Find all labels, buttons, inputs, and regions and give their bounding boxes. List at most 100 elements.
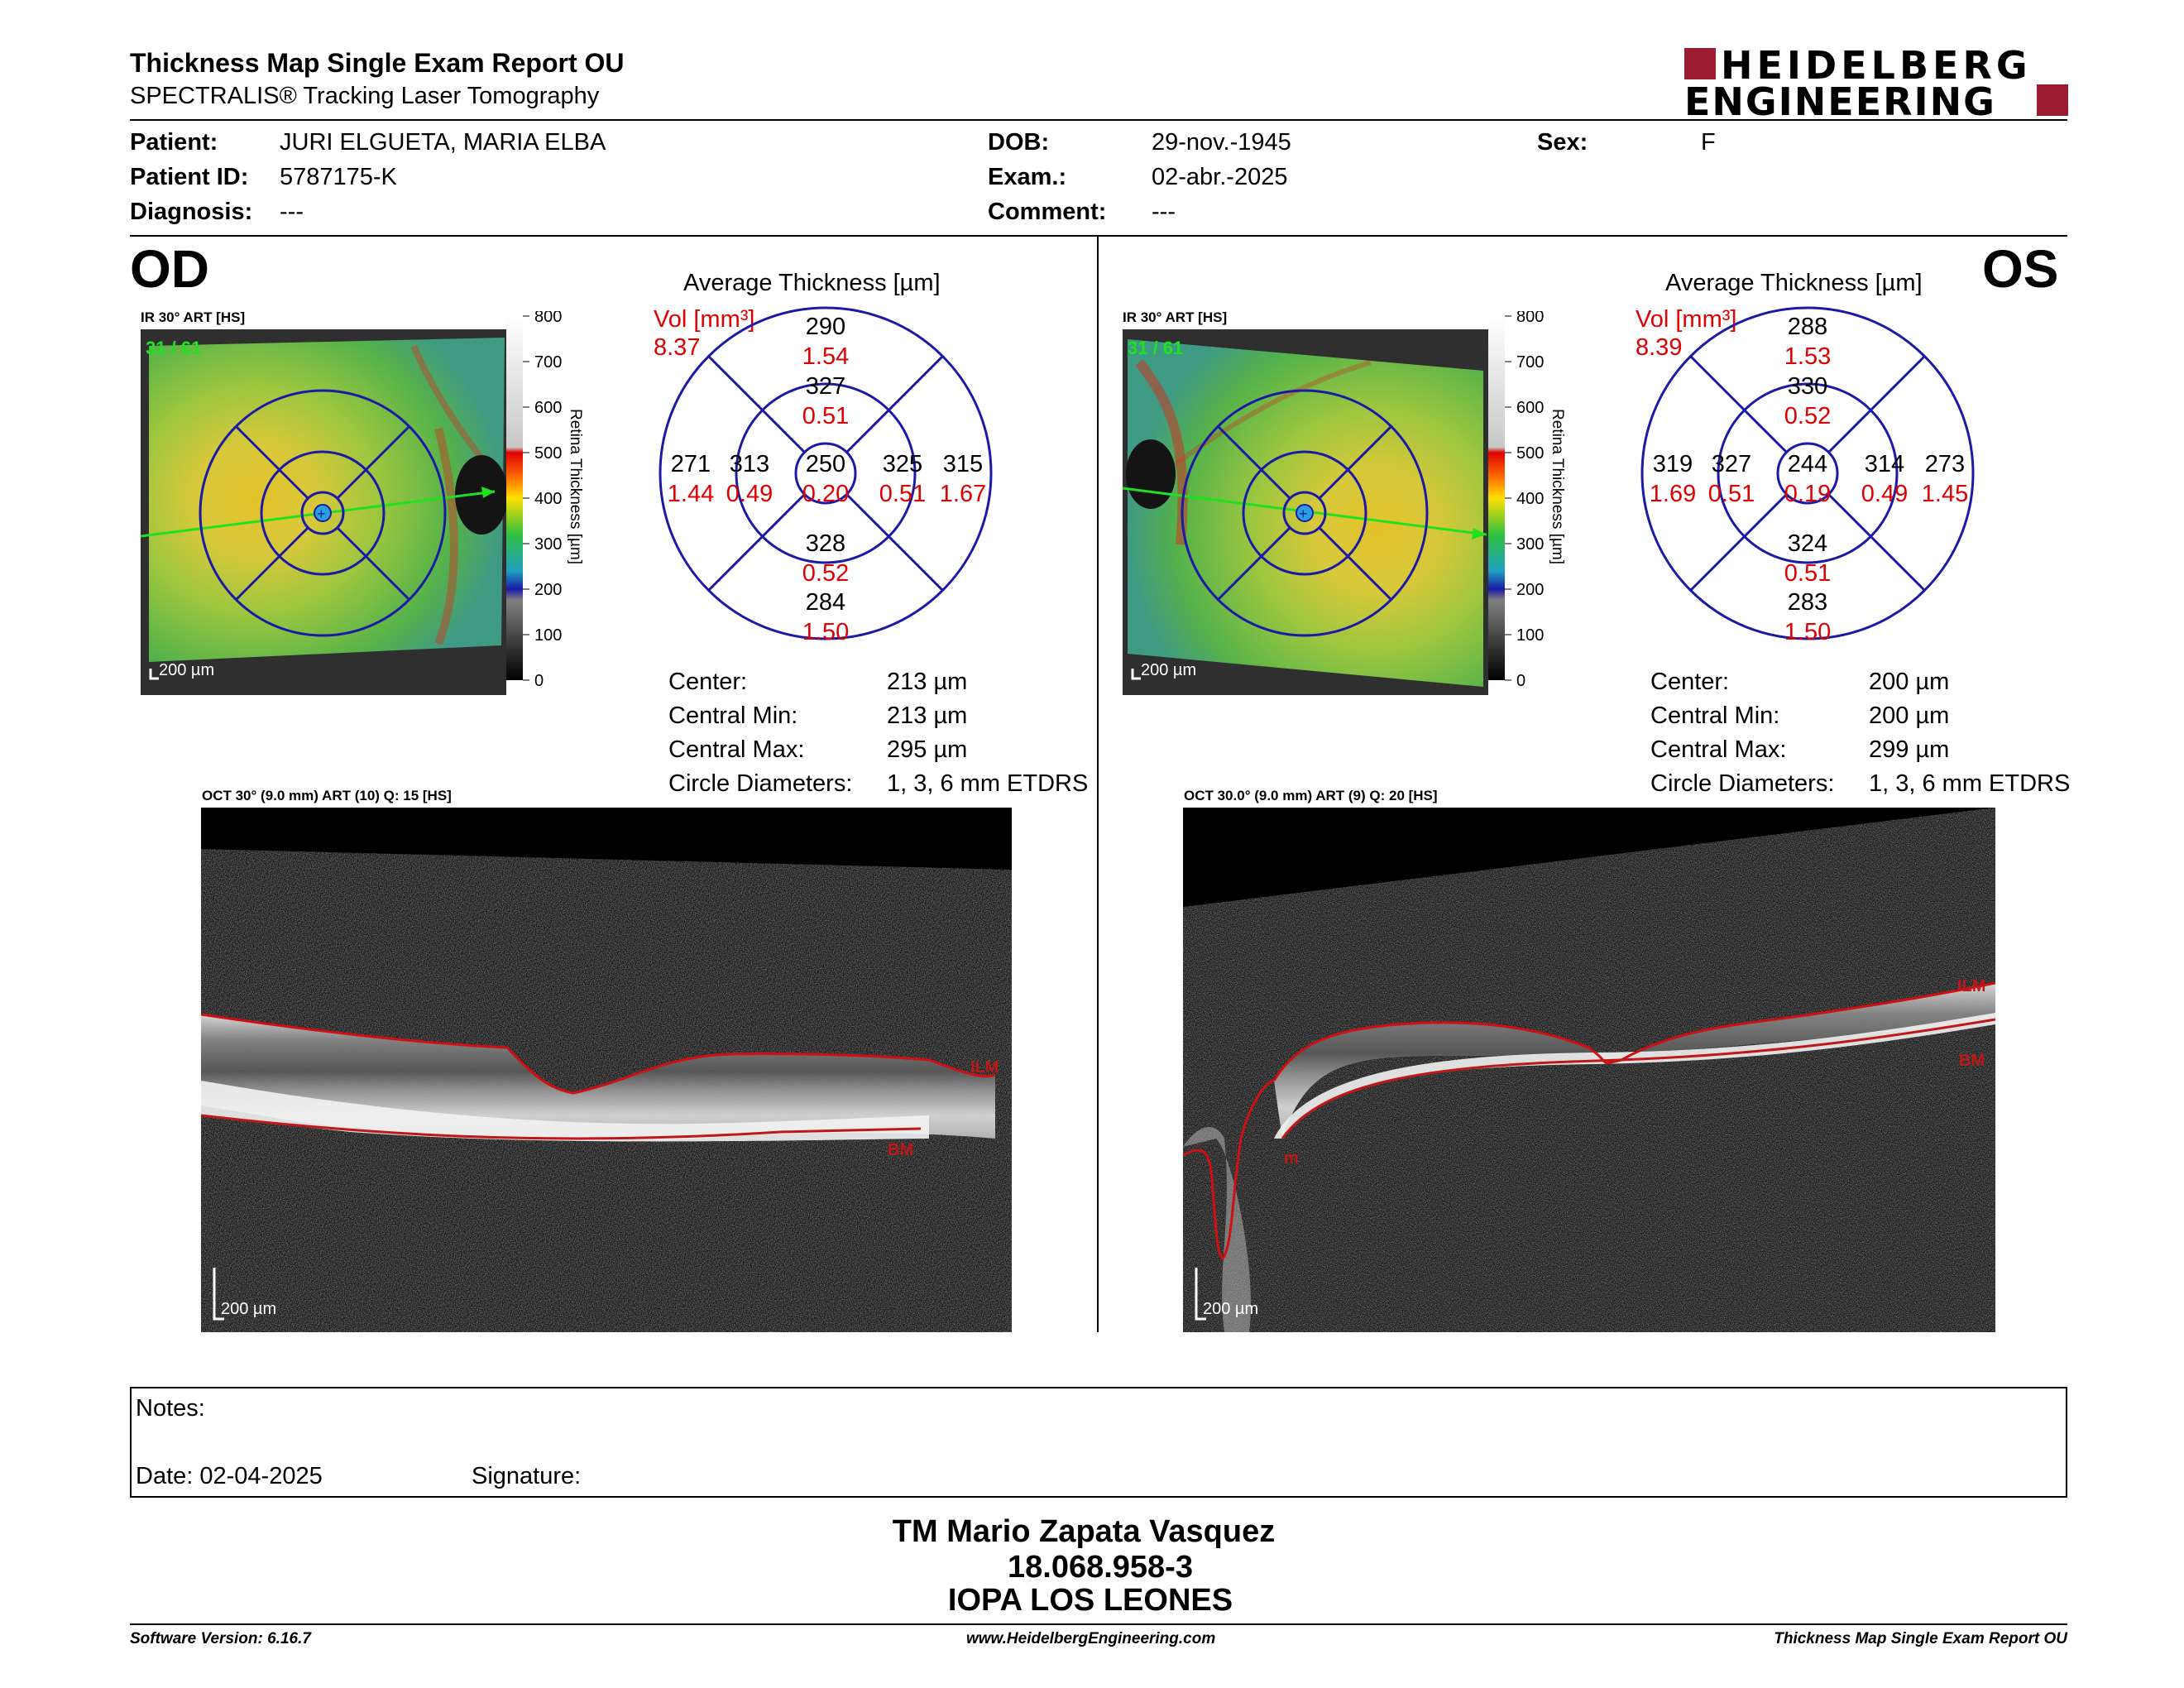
od-oct-bscan: ILM BM 200 µm bbox=[201, 808, 1012, 1332]
cb-tick: 100 bbox=[534, 626, 562, 645]
thickness-value: 330 bbox=[1787, 373, 1828, 400]
os-m-label: m bbox=[1284, 1149, 1299, 1168]
logo-square-bottom bbox=[2037, 84, 2068, 116]
volume-value: 0.49 bbox=[1861, 481, 1909, 507]
thickness-value: 327 bbox=[805, 373, 846, 400]
logo-line-2: ENGINEERING bbox=[1684, 79, 1996, 124]
os-oct-label: OCT 30.0° (9.0 mm) ART (9) Q: 20 [HS] bbox=[1184, 788, 1438, 803]
volume-value: 1.54 bbox=[802, 343, 850, 370]
cb-tick: 300 bbox=[1516, 535, 1544, 554]
od-sector-outer-left: 271 1.44 bbox=[658, 449, 724, 509]
os-map-scale: 200 µm bbox=[1141, 661, 1196, 679]
diagnosis-value: --- bbox=[280, 199, 304, 225]
os-ilm-label: ILM bbox=[1957, 977, 1985, 995]
thickness-value: 315 bbox=[942, 451, 984, 477]
volume-value: 1.53 bbox=[1784, 343, 1832, 370]
od-vol-label: Vol [mm³] bbox=[654, 306, 755, 333]
signer-id: 18.068.958-3 bbox=[1008, 1550, 1193, 1585]
os-vol-value: 8.39 bbox=[1636, 334, 1683, 361]
logo-square-top bbox=[1684, 48, 1716, 79]
os-sector-inner-left: 327 0.51 bbox=[1698, 449, 1765, 509]
thickness-value: 273 bbox=[1924, 451, 1966, 477]
cb-tick: 400 bbox=[534, 490, 562, 508]
svg-text:+: + bbox=[1299, 506, 1308, 522]
report-subtitle: SPECTRALIS® Tracking Laser Tomography bbox=[130, 83, 600, 109]
footer-report-name: Thickness Map Single Exam Report OU bbox=[1774, 1630, 2067, 1647]
signer-name: TM Mario Zapata Vasquez bbox=[892, 1514, 1276, 1549]
notes-signature-label: Signature: bbox=[472, 1463, 582, 1489]
thickness-value: 271 bbox=[670, 451, 711, 477]
od-frame-count: 31 / 61 bbox=[146, 338, 201, 358]
os-sector-inner-inf: 324 0.51 bbox=[1766, 529, 1849, 588]
comment-value: --- bbox=[1152, 199, 1176, 225]
exam-label: Exam.: bbox=[988, 164, 1067, 190]
os-thickness-map: 31 / 61 + 200 µm bbox=[1123, 329, 1488, 695]
volume-value: 1.67 bbox=[939, 481, 987, 507]
signer-org: IOPA LOS LEONES bbox=[947, 1583, 1233, 1618]
os-oct-scale: 200 µm bbox=[1203, 1300, 1258, 1318]
exam-value: 02-abr.-2025 bbox=[1152, 164, 1288, 190]
volume-value: 1.50 bbox=[1784, 619, 1832, 645]
os-sector-outer-sup: 288 1.53 bbox=[1766, 312, 1849, 372]
os-cmin-label: Central Min: bbox=[1650, 703, 1780, 729]
od-vol-value: 8.37 bbox=[654, 334, 701, 361]
volume-value: 1.50 bbox=[802, 619, 850, 645]
od-etdrs-grid bbox=[659, 306, 993, 640]
website-link[interactable]: www.HeidelbergEngineering.com bbox=[966, 1630, 1216, 1647]
cb-tick: 700 bbox=[534, 353, 562, 372]
cb-tick: 500 bbox=[1516, 444, 1544, 463]
logo-line-1: HEIDELBERG bbox=[1721, 43, 2032, 88]
od-avg-title: Average Thickness [µm] bbox=[683, 270, 941, 296]
volume-value: 0.51 bbox=[1707, 481, 1755, 507]
thickness-value: 314 bbox=[1864, 451, 1905, 477]
cb-tick: 400 bbox=[1516, 490, 1544, 508]
os-sector-outer-right: 273 1.45 bbox=[1912, 449, 1978, 509]
od-cmax-label: Central Max: bbox=[668, 736, 805, 763]
dob-value: 29-nov.-1945 bbox=[1152, 129, 1291, 156]
od-thickness-map: 31 / 61 + 200 µm bbox=[141, 329, 506, 695]
od-center-value: 213 µm bbox=[887, 669, 968, 695]
os-eye-label: OS bbox=[1982, 239, 2059, 299]
od-oct-label: OCT 30° (9.0 mm) ART (10) Q: 15 [HS] bbox=[202, 788, 452, 803]
od-center-label: Center: bbox=[668, 669, 748, 695]
svg-text:+: + bbox=[317, 506, 326, 522]
os-frame-count: 31 / 61 bbox=[1128, 338, 1183, 358]
footer-rule bbox=[130, 1623, 2067, 1625]
patient-name: JURI ELGUETA, MARIA ELBA bbox=[280, 129, 606, 156]
eye-divider bbox=[1097, 237, 1099, 1332]
cb-tick: 200 bbox=[1516, 581, 1544, 599]
volume-value: 0.19 bbox=[1784, 481, 1832, 507]
os-avg-title: Average Thickness [µm] bbox=[1665, 270, 1923, 296]
header-rule bbox=[130, 119, 2067, 121]
thickness-value: 288 bbox=[1787, 314, 1828, 340]
cb-title: Retina Thickness [µm] bbox=[1549, 409, 1566, 564]
report-title: Thickness Map Single Exam Report OU bbox=[130, 48, 625, 78]
patient-id-label: Patient ID: bbox=[130, 164, 249, 190]
thickness-value: 324 bbox=[1787, 530, 1828, 557]
os-sector-center: 244 0.19 bbox=[1774, 449, 1841, 509]
od-cmax-value: 295 µm bbox=[887, 736, 968, 763]
comment-label: Comment: bbox=[988, 199, 1107, 225]
os-bm-label: BM bbox=[1959, 1052, 1985, 1070]
thickness-value: 328 bbox=[805, 530, 846, 557]
od-ir-label: IR 30° ART [HS] bbox=[141, 309, 246, 325]
od-sector-outer-inf: 284 1.50 bbox=[784, 587, 867, 647]
od-cmin-label: Central Min: bbox=[668, 703, 798, 729]
thickness-value: 283 bbox=[1787, 589, 1828, 616]
volume-value: 0.52 bbox=[1784, 403, 1832, 429]
thickness-value: 319 bbox=[1652, 451, 1693, 477]
thickness-value: 313 bbox=[729, 451, 770, 477]
os-vol-label: Vol [mm³] bbox=[1636, 306, 1737, 333]
thickness-value: 250 bbox=[805, 451, 846, 477]
od-sector-center: 250 0.20 bbox=[793, 449, 859, 509]
cb-tick: 800 bbox=[1516, 311, 1544, 326]
sex-label: Sex: bbox=[1537, 129, 1588, 156]
od-sector-inner-right: 325 0.51 bbox=[869, 449, 936, 509]
notes-date: Date: 02-04-2025 bbox=[136, 1463, 323, 1489]
os-circ-value: 1, 3, 6 mm ETDRS bbox=[1869, 770, 2071, 797]
thickness-value: 244 bbox=[1787, 451, 1828, 477]
os-center-label: Center: bbox=[1650, 669, 1730, 695]
os-cmax-label: Central Max: bbox=[1650, 736, 1787, 763]
volume-value: 0.51 bbox=[879, 481, 927, 507]
volume-value: 0.52 bbox=[802, 560, 850, 587]
